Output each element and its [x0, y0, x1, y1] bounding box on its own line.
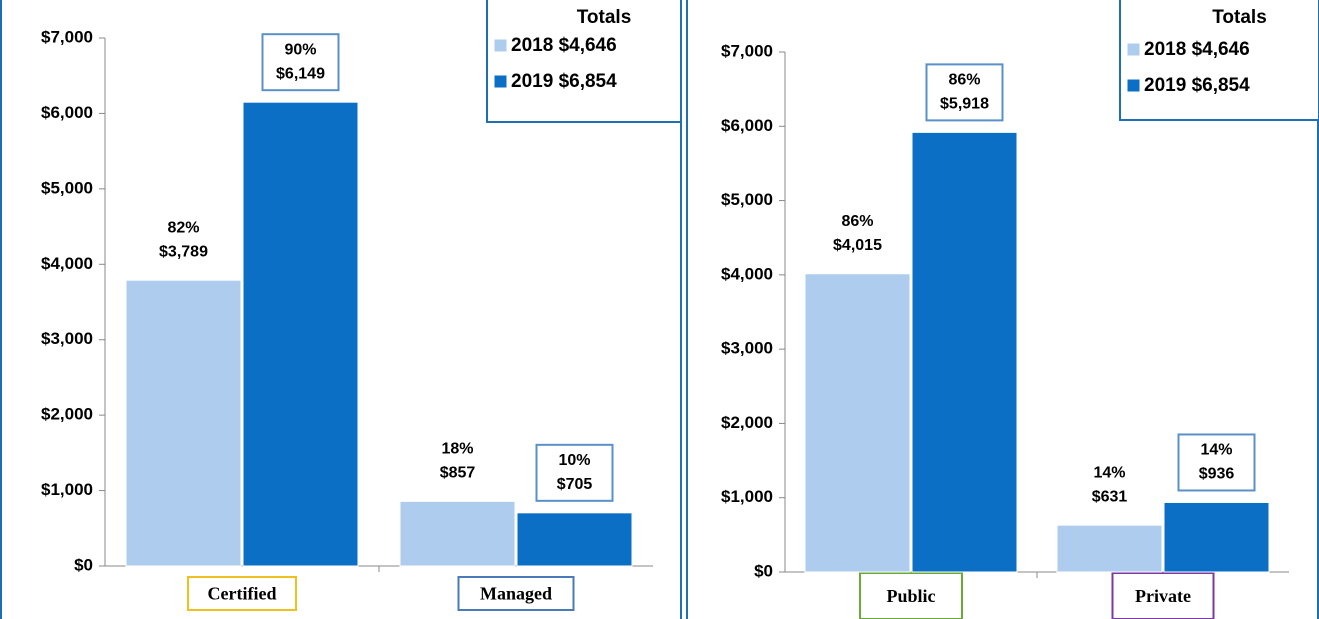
y-tick-label: $5,000: [41, 178, 93, 197]
legend-name: 2019: [1144, 75, 1186, 96]
y-tick-label: $2,000: [41, 405, 93, 424]
category-box: [457, 576, 575, 611]
legend-total: $6,854: [1192, 75, 1251, 96]
legend-entry: 2019 $6,854: [511, 71, 617, 92]
panel-border: [0, 0, 682, 619]
x-tick-label: Managed: [480, 584, 552, 604]
legend-entry: 2019 $6,854: [1144, 75, 1250, 96]
share-label: 86%: [841, 213, 873, 230]
bar: [804, 273, 911, 573]
share-label: 14%: [1200, 442, 1232, 459]
y-tick-label: $3,000: [721, 339, 773, 358]
y-tick-label: $6,000: [721, 116, 773, 135]
bar: [1163, 501, 1270, 573]
y-tick-label: $6,000: [41, 103, 93, 122]
legend-total: $6,854: [559, 71, 618, 92]
y-tick-label: $1,000: [721, 487, 773, 506]
data-label: $857: [440, 465, 476, 482]
data-label-box: [1177, 433, 1256, 492]
y-tick-label: $4,000: [41, 254, 93, 273]
category-box: [859, 572, 963, 619]
share-label: 82%: [167, 219, 199, 236]
y-tick-label: $0: [754, 561, 773, 580]
panel-border: [686, 0, 1319, 619]
data-label: $936: [1199, 466, 1235, 483]
bar: [399, 500, 516, 567]
legend-total: $4,646: [559, 35, 617, 56]
data-label: $5,918: [940, 96, 989, 113]
data-label-box: [535, 443, 614, 502]
data-label: $4,015: [833, 237, 882, 254]
legend-name: 2018: [511, 35, 553, 56]
share-label: 90%: [284, 41, 316, 58]
legend-title: Totals: [1212, 7, 1267, 28]
legend-entry: 2018 $4,646: [511, 35, 617, 56]
category-box: [1111, 572, 1215, 619]
legend-box: [486, 0, 682, 123]
legend-entry: 2018 $4,646: [1144, 39, 1250, 60]
data-label: $3,789: [159, 243, 208, 260]
y-tick-label: $4,000: [721, 264, 773, 283]
x-tick-label: Certified: [208, 584, 277, 604]
y-tick-label: $2,000: [721, 413, 773, 432]
share-label: 10%: [558, 452, 590, 469]
bar: [911, 131, 1018, 573]
bar: [125, 279, 242, 567]
data-label: $6,149: [276, 65, 325, 82]
bar: [242, 101, 359, 567]
y-tick-label: $7,000: [41, 27, 93, 46]
data-label: $631: [1092, 488, 1128, 505]
x-tick-label: Public: [886, 586, 935, 606]
data-label-box: [261, 33, 340, 92]
legend-swatch: [493, 74, 508, 89]
data-label-box: [925, 63, 1004, 122]
y-tick-label: $5,000: [721, 190, 773, 209]
y-tick-label: $1,000: [41, 480, 93, 499]
data-label: $705: [557, 476, 593, 493]
bar: [516, 512, 633, 567]
y-tick-label: $3,000: [41, 329, 93, 348]
legend-total: $4,646: [1192, 39, 1250, 60]
y-tick-label: $0: [74, 555, 93, 574]
share-label: 86%: [948, 72, 980, 89]
legend-swatch: [1126, 42, 1141, 57]
bar: [1056, 524, 1163, 573]
x-tick-label: Private: [1135, 586, 1191, 606]
share-label: 14%: [1093, 464, 1125, 481]
legend-title: Totals: [577, 7, 632, 28]
legend-swatch: [493, 38, 508, 53]
y-tick-label: $7,000: [721, 41, 773, 60]
share-label: 18%: [441, 441, 473, 458]
legend-name: 2018: [1144, 39, 1186, 60]
legend-box: [1119, 0, 1319, 121]
legend-name: 2019: [511, 71, 553, 92]
category-box: [187, 576, 297, 611]
legend-swatch: [1126, 78, 1141, 93]
